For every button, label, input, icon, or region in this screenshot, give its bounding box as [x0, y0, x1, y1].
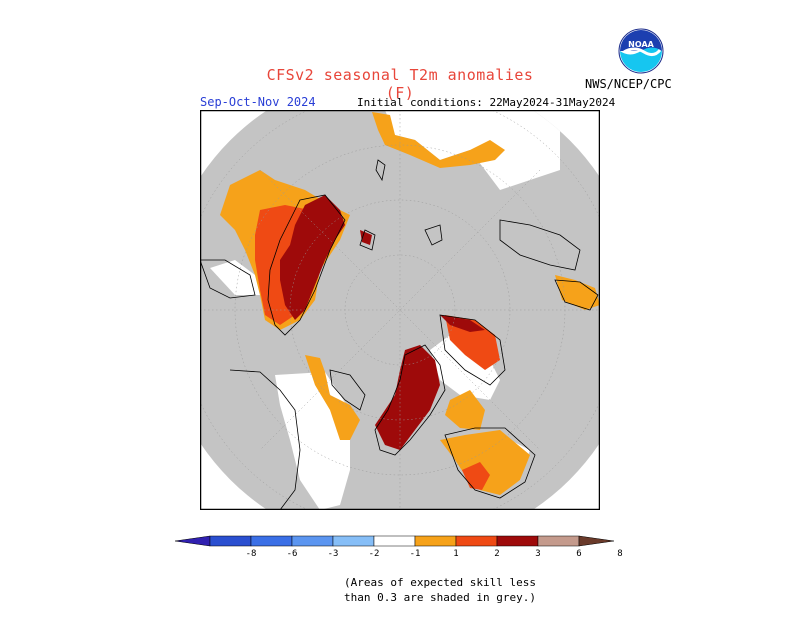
legend-tick-label: 3 — [535, 549, 540, 559]
unshaded-region-greenland-strip — [210, 260, 260, 295]
anomaly-orange-siberia — [440, 430, 530, 495]
legend-tick-label: -2 — [369, 549, 380, 559]
chart-title: CFSv2 seasonal T2m anomalies (F) — [266, 66, 534, 102]
agency-label: NWS/NCEP/CPC — [585, 77, 672, 91]
color-legend: -8 -6 -3 -2 -1 1 2 3 6 8 — [174, 535, 623, 559]
polar-map — [200, 110, 600, 510]
anomaly-orange-far-east — [555, 275, 600, 310]
anomaly-orange-canada — [305, 355, 360, 440]
noaa-logo: NOAA — [618, 28, 664, 74]
legend-arrow-high — [578, 535, 615, 547]
legend-tick-label: 2 — [494, 549, 499, 559]
coastlines — [200, 159, 599, 510]
season-label: Sep-Oct-Nov 2024 — [200, 95, 316, 109]
map-frame-border — [200, 110, 600, 510]
anomaly-orange-north — [372, 112, 505, 168]
anomaly-darkred-islands — [360, 230, 372, 245]
legend-swatch — [414, 535, 457, 547]
legend-swatch — [496, 535, 539, 547]
legend-swatch — [537, 535, 580, 547]
legend-arrow-low — [174, 535, 211, 547]
legend-swatch — [455, 535, 498, 547]
legend-tick-label: -6 — [287, 549, 298, 559]
logo-lettering: NOAA — [628, 40, 654, 49]
legend-tick-label: -3 — [328, 549, 339, 559]
anomaly-orange-asia-east — [445, 390, 485, 430]
legend-swatch — [332, 535, 375, 547]
legend-tick-label: 1 — [453, 549, 458, 559]
legend-swatch — [373, 535, 416, 547]
graticule — [200, 110, 600, 510]
skill-note: (Areas of expected skill less than 0.3 a… — [343, 576, 537, 604]
initial-conditions-label: Initial conditions: 22May2024-31May2024 — [357, 96, 616, 109]
legend-tick-label: -8 — [246, 549, 257, 559]
legend-tick-label: -1 — [410, 549, 421, 559]
legend-swatch — [291, 535, 334, 547]
legend-tick-label: 6 — [576, 549, 581, 559]
legend-tick-label: 8 — [617, 549, 622, 559]
anomaly-darkred-siberia-strip — [440, 315, 485, 332]
anomaly-darkred-arctic-asia — [375, 345, 440, 450]
legend-swatch — [209, 535, 252, 547]
legend-swatch — [250, 535, 293, 547]
